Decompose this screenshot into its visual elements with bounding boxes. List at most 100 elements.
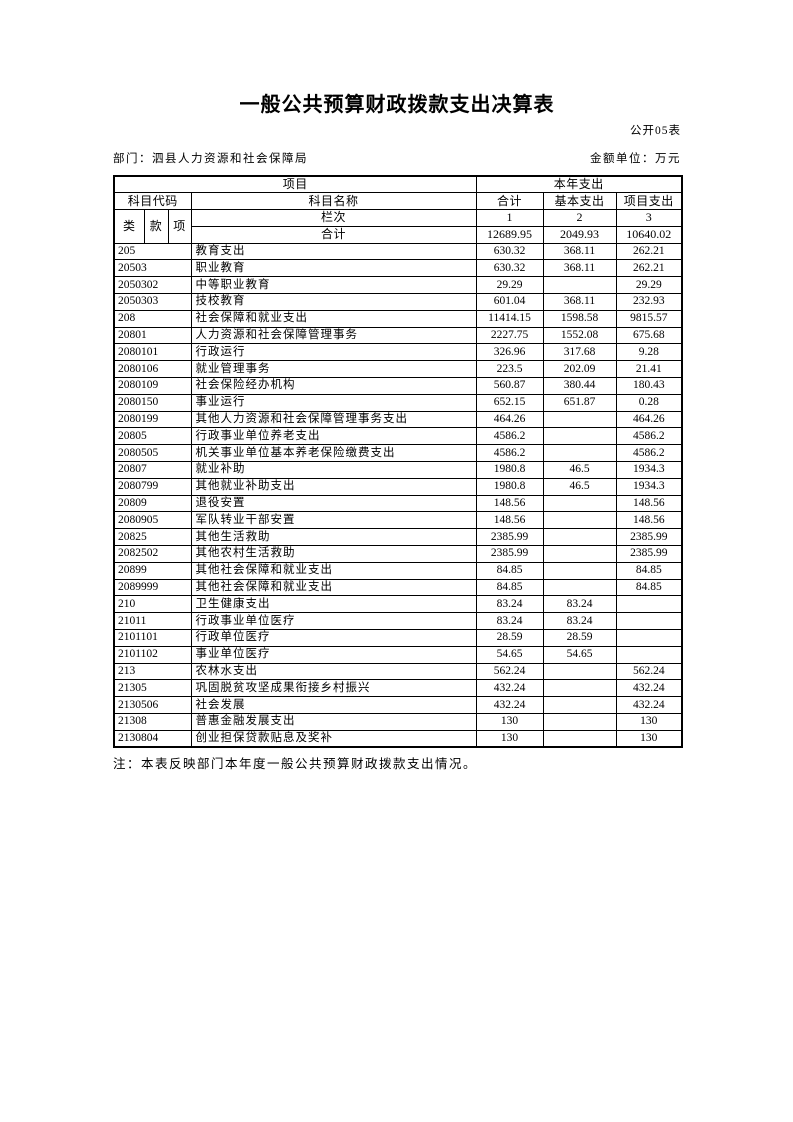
row-total: 29.29 xyxy=(475,276,544,295)
header-row-grand-total: 合计 12689.95 2049.93 10640.02 xyxy=(114,225,683,244)
table-row: 20503 职业教育 630.32 368.11 262.21 xyxy=(113,259,683,278)
row-total: 326.96 xyxy=(475,343,544,362)
table-row: 21305 巩固脱贫攻坚成果衔接乡村振兴 432.24 432.24 xyxy=(113,679,683,698)
row-basic-expense: 368.11 xyxy=(542,293,617,311)
row-project-expense: 675.68 xyxy=(615,326,683,345)
table-row: 2080101 行政运行 326.96 317.68 9.28 xyxy=(113,343,683,362)
row-code: 20899 xyxy=(113,561,192,580)
row-code: 21305 xyxy=(113,679,192,698)
row-basic-expense xyxy=(542,561,617,580)
row-project-expense: 9.28 xyxy=(615,343,683,362)
table-row: 2089999 其他社会保障和就业支出 84.85 84.85 xyxy=(113,578,683,597)
row-code: 2080199 xyxy=(113,410,192,429)
header-item: 项 xyxy=(167,209,192,244)
table-row: 2101101 行政单位医疗 28.59 28.59 xyxy=(113,629,683,647)
table-row: 20825 其他生活救助 2385.99 2385.99 xyxy=(113,528,683,547)
row-basic-expense xyxy=(542,729,617,748)
row-name: 其他农村生活救助 xyxy=(190,545,477,563)
row-project-expense xyxy=(615,629,683,647)
department-label: 部门：泗县人力资源和社会保障局 xyxy=(113,153,308,165)
row-project-expense: 262.21 xyxy=(615,242,683,261)
row-basic-expense xyxy=(542,679,617,698)
row-total: 148.56 xyxy=(475,511,544,530)
header-column-index-1: 1 xyxy=(475,209,544,227)
row-project-expense: 2385.99 xyxy=(615,545,683,563)
table-row: 20801 人力资源和社会保障管理事务 2227.75 1552.08 675.68 xyxy=(113,326,683,345)
footnote: 注：本表反映部门本年度一般公共预算财政拨款支出情况。 xyxy=(113,757,478,772)
row-code: 2080101 xyxy=(113,343,192,362)
row-project-expense: 262.21 xyxy=(615,259,683,278)
header-row-3: 类 款 项 栏次 1 2 3 xyxy=(113,209,683,244)
row-name: 就业补助 xyxy=(190,461,477,479)
row-basic-expense: 1598.58 xyxy=(542,309,617,328)
table-row: 2080199 其他人力资源和社会保障管理事务支出 464.26 464.26 xyxy=(113,410,683,429)
row-total: 54.65 xyxy=(475,645,544,664)
row-name: 事业单位医疗 xyxy=(190,645,477,664)
row-basic-expense xyxy=(542,713,617,731)
row-code: 21011 xyxy=(113,612,192,631)
table-row: 2050302 中等职业教育 29.29 29.29 xyxy=(113,276,683,295)
row-basic-expense: 380.44 xyxy=(542,377,617,395)
row-code: 2080106 xyxy=(113,360,192,379)
grand-total-value: 2049.93 xyxy=(542,225,617,244)
row-total: 1980.8 xyxy=(475,477,544,496)
row-name: 其他生活救助 xyxy=(190,528,477,547)
row-project-expense: 130 xyxy=(615,729,683,748)
row-code: 213 xyxy=(113,662,192,681)
row-name: 社会保障和就业支出 xyxy=(190,309,477,328)
row-total: 28.59 xyxy=(475,629,544,647)
row-basic-expense xyxy=(542,696,617,714)
header-class: 类 xyxy=(113,209,145,244)
row-name: 行政事业单位医疗 xyxy=(190,612,477,631)
row-total: 1980.8 xyxy=(475,461,544,479)
table-body: 205 教育支出 630.32 368.11 262.21 20503 职业教育 630.32… xyxy=(113,242,683,748)
row-name: 卫生健康支出 xyxy=(190,595,477,614)
row-basic-expense: 83.24 xyxy=(542,612,617,631)
row-name: 行政事业单位养老支出 xyxy=(190,427,477,446)
table-row: 2080505 机关事业单位基本养老保险缴费支出 4586.2 4586.2 xyxy=(113,444,683,463)
row-name: 退役安置 xyxy=(190,494,477,513)
row-project-expense: 4586.2 xyxy=(615,444,683,463)
table-row: 20807 就业补助 1980.8 46.5 1934.3 xyxy=(113,461,683,479)
row-total: 630.32 xyxy=(475,242,544,261)
header-basic-expense: 基本支出 xyxy=(542,192,617,211)
row-basic-expense xyxy=(542,444,617,463)
header-row-1: 项目 本年支出 xyxy=(113,175,683,194)
table-row: 20899 其他社会保障和就业支出 84.85 84.85 xyxy=(113,561,683,580)
header-project-expense: 项目支出 xyxy=(615,192,683,211)
row-code: 2082502 xyxy=(113,545,192,563)
row-basic-expense: 83.24 xyxy=(542,595,617,614)
row-code: 2101101 xyxy=(113,629,192,647)
row-name: 技校教育 xyxy=(190,293,477,311)
row-basic-expense: 46.5 xyxy=(542,477,617,496)
row-name: 机关事业单位基本养老保险缴费支出 xyxy=(190,444,477,463)
row-name: 职业教育 xyxy=(190,259,477,278)
meta-row: 部门：泗县人力资源和社会保障局 金额单位：万元 xyxy=(113,152,681,166)
table-row: 2101102 事业单位医疗 54.65 54.65 xyxy=(113,645,683,664)
table-row: 2082502 其他农村生活救助 2385.99 2385.99 xyxy=(113,545,683,563)
row-total: 432.24 xyxy=(475,696,544,714)
row-code: 20825 xyxy=(113,528,192,547)
row-project-expense: 29.29 xyxy=(615,276,683,295)
row-name: 其他人力资源和社会保障管理事务支出 xyxy=(190,410,477,429)
amount-unit-label: 金额单位：万元 xyxy=(590,153,681,165)
table-number: 公开05表 xyxy=(630,125,681,137)
row-code: 21308 xyxy=(113,713,192,731)
header-row-2: 科目代码 科目名称 合计 基本支出 项目支出 xyxy=(113,192,683,211)
header-column-index-3: 3 xyxy=(615,209,683,227)
row-code: 205 xyxy=(113,242,192,261)
table-row: 2130506 社会发展 432.24 432.24 xyxy=(113,696,683,714)
header-column-index-2: 2 xyxy=(542,209,617,227)
budget-table: 项目 本年支出 科目代码 科目名称 合计 基本支出 项目支出 类 款 项 栏次 … xyxy=(113,175,684,749)
row-code: 2080505 xyxy=(113,444,192,463)
row-basic-expense xyxy=(542,662,617,681)
row-project-expense: 4586.2 xyxy=(615,427,683,446)
row-project-expense: 84.85 xyxy=(615,561,683,580)
row-project-expense xyxy=(615,612,683,631)
row-basic-expense xyxy=(542,494,617,513)
row-basic-expense xyxy=(542,511,617,530)
row-project-expense: 464.26 xyxy=(615,410,683,429)
row-total: 4586.2 xyxy=(475,427,544,446)
header-subject-name: 科目名称 xyxy=(190,192,477,211)
